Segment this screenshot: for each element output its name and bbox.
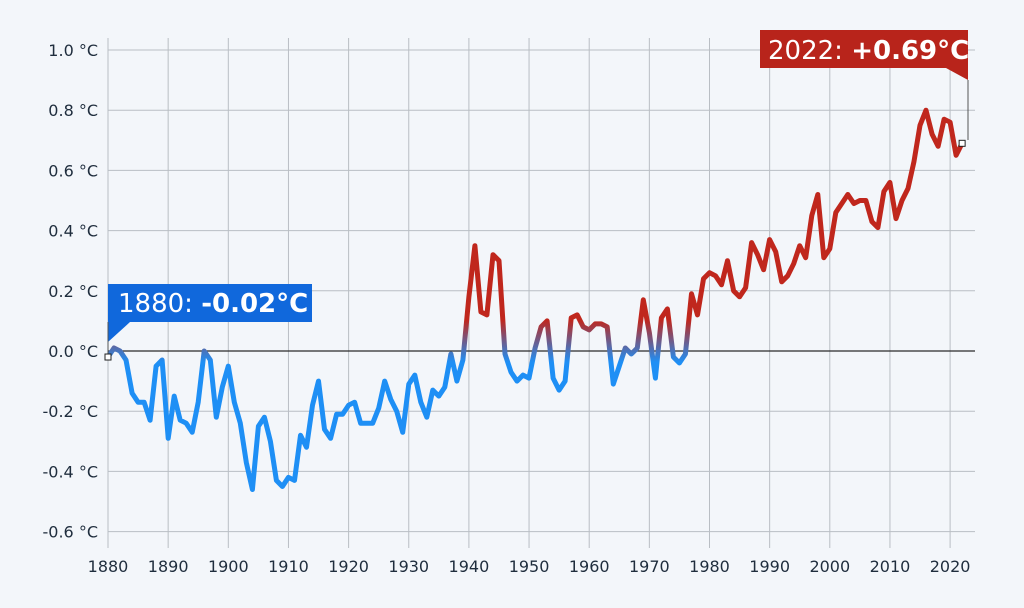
x-tick-label: 1890 — [148, 557, 189, 576]
annotation-start-label: 1880: — [118, 289, 201, 319]
x-tick-label: 1910 — [268, 557, 309, 576]
x-tick-label: 2000 — [809, 557, 850, 576]
x-tick-label: 1930 — [388, 557, 429, 576]
x-tick-label: 1970 — [629, 557, 670, 576]
x-axis: 1880 1890 1900 1910 1920 1930 1940 1950 1960 1970… — [88, 557, 971, 576]
x-tick-label: 2010 — [870, 557, 911, 576]
svg-text:2022: +0.69°C: 2022: +0.69°C — [768, 36, 969, 66]
x-tick-label: 1950 — [509, 557, 550, 576]
x-tick-label: 1920 — [328, 557, 369, 576]
x-tick-label: 2020 — [930, 557, 971, 576]
y-tick-label: -0.6 °C — [43, 523, 98, 542]
y-tick-label: 1.0 °C — [48, 41, 98, 60]
y-tick-label: -0.4 °C — [43, 462, 98, 481]
y-axis: 1.0 °C 0.8 °C 0.6 °C 0.4 °C 0.2 °C 0.0 °C -0.2… — [43, 41, 98, 542]
y-tick-label: 0.2 °C — [48, 282, 98, 301]
annotation-end-value: +0.69°C — [851, 36, 969, 66]
annotation-start-value: -0.02°C — [201, 289, 308, 319]
series-line — [105, 107, 965, 492]
y-tick-label: 0.6 °C — [48, 161, 98, 180]
y-tick-label: 0.4 °C — [48, 222, 98, 241]
y-tick-label: 0.8 °C — [48, 101, 98, 120]
x-tick-label: 1960 — [569, 557, 610, 576]
y-tick-label: 0.0 °C — [48, 342, 98, 361]
x-tick-label: 1880 — [88, 557, 129, 576]
annotation-end: 2022: +0.69°C — [760, 30, 969, 147]
x-tick-label: 1990 — [749, 557, 790, 576]
marker-end — [958, 139, 966, 147]
marker-start — [104, 353, 112, 361]
svg-text:1880: -0.02°C: 1880: -0.02°C — [118, 289, 308, 319]
x-tick-label: 1900 — [208, 557, 249, 576]
x-tick-label: 1980 — [689, 557, 730, 576]
x-tick-label: 1940 — [449, 557, 490, 576]
annotation-end-label: 2022: — [768, 36, 851, 66]
y-tick-label: -0.2 °C — [43, 402, 98, 421]
annotation-start: 1880: -0.02°C — [104, 284, 312, 361]
